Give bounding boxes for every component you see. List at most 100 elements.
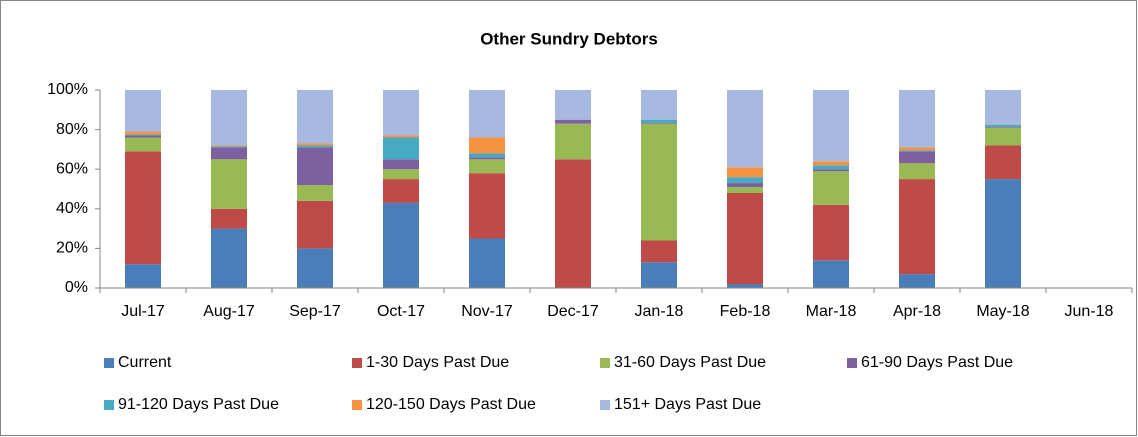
y-tick-label: 100% [47,81,88,98]
x-tick-label: Aug-17 [203,303,255,320]
y-tick-label: 80% [56,121,88,138]
bar-segment [641,119,677,123]
bar-segment [727,167,763,178]
legend-label: 151+ Days Past Due [614,396,761,413]
bar-segment [813,165,849,170]
bar-segment [727,187,763,193]
bar-segment [641,262,677,288]
bar-segment [469,90,505,138]
x-tick-label: Oct-17 [377,303,425,320]
legend-label: Current [118,354,172,371]
bar-segment [727,284,763,288]
bar-segment [899,151,935,164]
legend-swatch [104,358,114,368]
bar-segment [125,137,161,152]
bar-segment [469,153,505,158]
legend-swatch [104,400,114,410]
legend-swatch [847,358,857,368]
bar-segment [985,90,1021,125]
bar-segment [641,90,677,120]
bar-segment [727,192,763,285]
bar-segment [813,260,849,288]
legend-label: 31-60 Days Past Due [614,354,766,371]
bar-segment [899,90,935,148]
bar-segment [297,185,333,201]
chart-title: Other Sundry Debtors [480,29,658,48]
bar-segment [641,123,677,241]
x-tick-label: Nov-17 [461,303,513,320]
bar-segment [813,204,849,261]
x-tick-label: May-18 [976,303,1029,320]
bar-segment [727,177,763,184]
bar-segment [297,145,333,148]
bar-segment [125,135,161,138]
bar-segment [469,238,505,288]
bar-segment [383,202,419,288]
bar-segment [555,90,591,120]
x-tick-label: Dec-17 [547,303,599,320]
bar-segment [297,143,333,146]
bar-segment [125,264,161,288]
bar-segment [383,135,419,138]
bar-segment [727,183,763,188]
bar-segment [813,161,849,166]
bar-segment [211,159,247,209]
bar-segment [641,240,677,263]
legend-label: 61-90 Days Past Due [861,354,1013,371]
bar-segment [813,171,849,205]
legend-label: 120-150 Days Past Due [366,396,536,413]
bar-segment [985,126,1021,128]
bar-segment [899,147,935,151]
bar-segment [211,146,247,148]
bar-segment [125,90,161,132]
x-tick-label: Jul-17 [121,303,165,320]
bar-segment [297,248,333,288]
bar-segment [727,90,763,168]
legend-swatch [352,358,362,368]
x-tick-label: Jan-18 [635,303,684,320]
legend-swatch [352,400,362,410]
bar-segment [899,179,935,275]
bar-segment [383,169,419,180]
bar-segment [985,127,1021,146]
bar-segment [469,137,505,154]
bar-segment [383,179,419,203]
bar-segment [297,147,333,186]
y-tick-label: 20% [56,240,88,257]
bar-segment [985,145,1021,180]
y-tick-label: 60% [56,160,88,177]
bar-segment [985,179,1021,288]
bar-segment [297,90,333,144]
x-tick-label: Jun-18 [1065,303,1114,320]
x-tick-label: Apr-18 [893,303,941,320]
bar-segment [813,90,849,162]
legend-swatch [600,358,610,368]
x-tick-label: Sep-17 [289,303,341,320]
x-tick-label: Feb-18 [720,303,771,320]
bar-segment [899,150,935,152]
bar-segment [125,151,161,265]
bar-segment [297,200,333,249]
bar-segment [211,145,247,147]
bar-segment [211,147,247,160]
bar-segment [555,119,591,124]
y-tick-label: 0% [65,279,88,296]
bar-segment [813,169,849,172]
bar-segment [125,134,161,136]
bar-segment [211,228,247,288]
bar-segment [383,137,419,160]
bar-segment [555,123,591,160]
bar-segment [899,274,935,288]
legend-swatch [600,400,610,410]
legend-label: 91-120 Days Past Due [118,396,279,413]
bar-segment [469,157,505,160]
bar-segment [125,131,161,135]
bar-segment [469,173,505,239]
bar-segment [641,122,677,124]
bar-segment [985,124,1021,127]
bar-segment [383,90,419,136]
bar-segment [211,208,247,229]
bar-segment [383,159,419,170]
bar-segment [899,163,935,180]
